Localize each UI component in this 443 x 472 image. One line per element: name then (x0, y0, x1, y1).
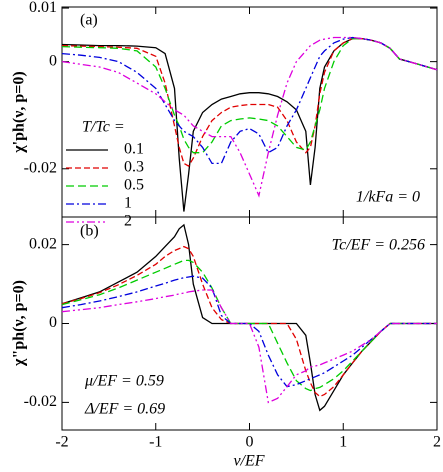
x-tick-label: -1 (149, 434, 162, 451)
legend-label: 0.3 (124, 159, 144, 176)
series-line (61, 37, 438, 154)
annotation: 1/kFa = 0 (356, 189, 420, 206)
series-line (61, 36, 438, 165)
series-line (61, 289, 437, 404)
panel-label: (b) (80, 223, 99, 240)
legend-label: 0.5 (124, 177, 144, 194)
legend-label: 2 (124, 213, 132, 230)
y-tick-label: 0.01 (29, 0, 57, 16)
series-line (61, 36, 438, 198)
legend-label: 1 (124, 195, 132, 212)
annotation: μ/EF = 0.59 (84, 373, 164, 390)
annotation: Δ/EF = 0.69 (84, 401, 165, 418)
x-axis-label: ν/EF (233, 453, 264, 470)
series-line (61, 275, 437, 388)
y-tick-label: 0 (49, 314, 57, 331)
y-tick-label: -0.02 (24, 393, 57, 410)
annotation: Tc/EF = 0.256 (332, 237, 425, 254)
legend-title: T/Tc = (82, 119, 125, 136)
x-tick-label: 0 (246, 434, 254, 451)
y-axis-label: χ'ph(ν, p=0) (11, 71, 28, 153)
y-tick-label: 0.02 (29, 235, 57, 252)
panel-label: (a) (80, 12, 98, 29)
y-tick-label: -0.02 (24, 159, 57, 176)
x-tick-label: 2 (433, 434, 441, 451)
x-tick-label: 1 (339, 434, 347, 451)
series-line (61, 37, 438, 167)
series-line (61, 259, 437, 392)
y-axis-label: χ"ph(ν, p=0) (11, 280, 28, 367)
x-tick-label: -2 (55, 434, 68, 451)
panel-a-frame (61, 6, 438, 218)
legend-label: 0.1 (124, 141, 144, 158)
y-tick-label: 0 (49, 52, 57, 69)
